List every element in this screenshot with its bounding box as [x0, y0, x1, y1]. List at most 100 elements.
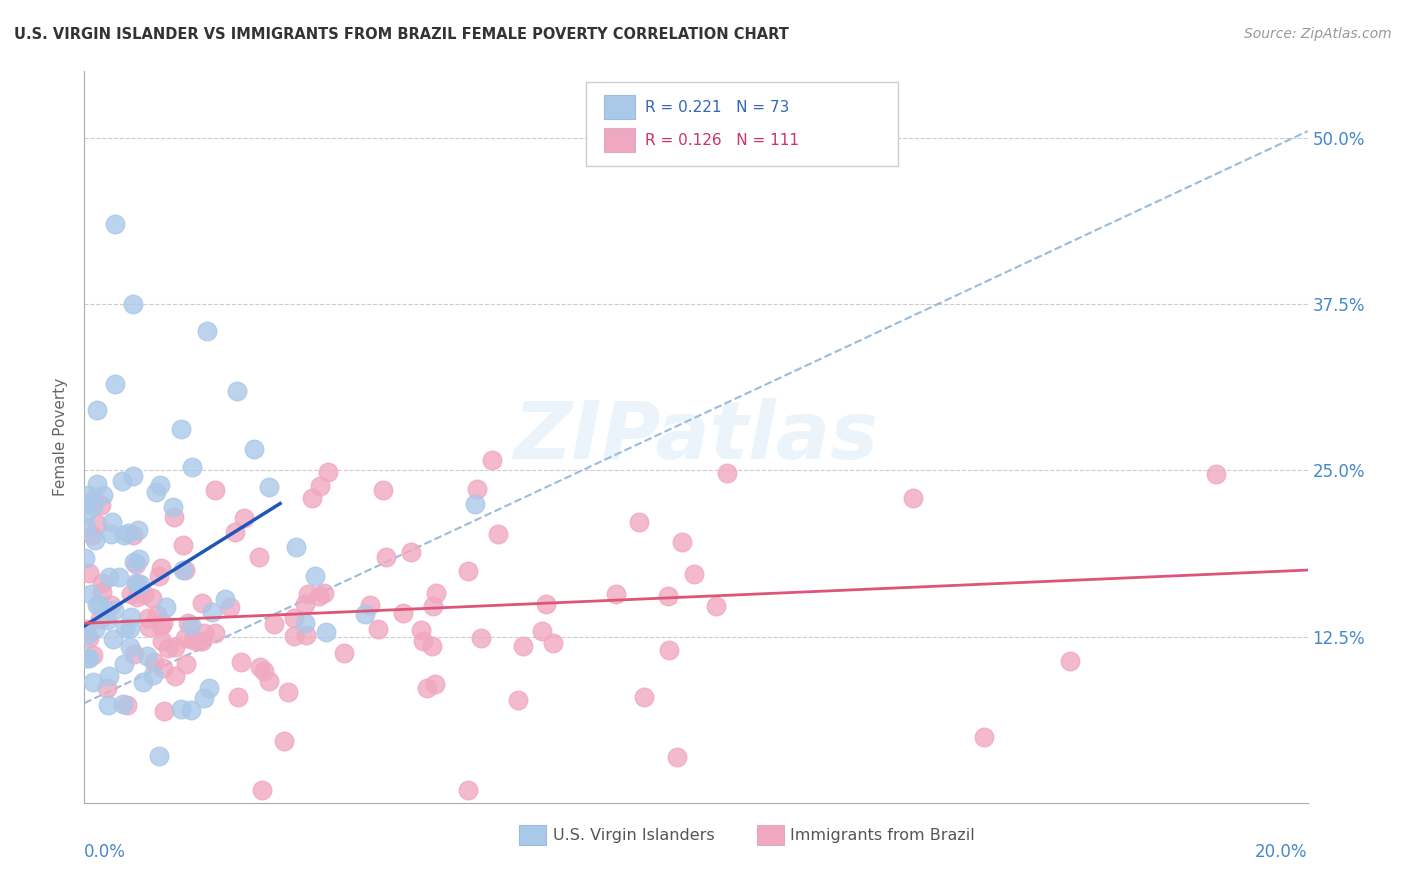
Point — [218, 599, 240, 614]
Point — [277, 685, 299, 699]
Point — [174, 657, 197, 672]
Point — [111, 475, 134, 489]
Point — [77, 488, 100, 502]
Point — [122, 468, 145, 483]
Point — [149, 619, 172, 633]
Point — [148, 569, 170, 583]
Point — [90, 576, 112, 591]
Point — [197, 681, 219, 695]
Point — [683, 566, 706, 581]
Point — [226, 690, 249, 704]
Y-axis label: Female Poverty: Female Poverty — [53, 378, 69, 496]
Point — [111, 697, 134, 711]
Point — [665, 749, 688, 764]
Point — [172, 563, 194, 577]
Text: Immigrants from Brazil: Immigrants from Brazil — [790, 828, 974, 843]
Point — [243, 442, 266, 456]
Text: R = 0.221   N = 73: R = 0.221 N = 73 — [644, 100, 789, 115]
Point — [973, 730, 995, 744]
Point — [180, 460, 202, 475]
Point — [142, 667, 165, 681]
Bar — [605, 95, 636, 119]
Point — [125, 557, 148, 571]
Point — [76, 650, 98, 665]
Point — [716, 466, 738, 480]
Point — [187, 634, 209, 648]
Point — [506, 693, 529, 707]
Point — [257, 480, 280, 494]
Bar — [605, 128, 636, 152]
Point — [173, 631, 195, 645]
Point — [172, 538, 194, 552]
Point — [145, 485, 167, 500]
Point — [86, 598, 108, 612]
Point — [170, 702, 193, 716]
Point — [226, 384, 249, 398]
Text: 0.0%: 0.0% — [84, 843, 127, 861]
Point — [86, 403, 108, 417]
Point — [371, 483, 394, 497]
Point — [150, 561, 173, 575]
Point — [127, 524, 149, 538]
Point — [120, 587, 142, 601]
Point — [294, 616, 316, 631]
Point — [333, 646, 356, 660]
Bar — [519, 825, 546, 846]
Point — [250, 782, 273, 797]
Point — [294, 597, 316, 611]
Point — [180, 618, 202, 632]
Point — [125, 576, 148, 591]
Point — [174, 562, 197, 576]
Point — [90, 585, 112, 599]
Point — [122, 555, 145, 569]
Point — [314, 586, 336, 600]
FancyBboxPatch shape — [586, 82, 898, 167]
Point — [657, 589, 679, 603]
Point — [86, 517, 108, 532]
Point — [249, 660, 271, 674]
Point — [273, 734, 295, 748]
Point — [204, 483, 226, 497]
Point — [115, 698, 138, 712]
Point — [89, 612, 111, 626]
Point — [412, 633, 434, 648]
Point — [87, 597, 110, 611]
Point — [633, 690, 655, 705]
Point — [117, 526, 139, 541]
Point — [148, 749, 170, 764]
Point — [82, 648, 104, 662]
Point — [191, 596, 214, 610]
Point — [86, 477, 108, 491]
Point — [263, 617, 285, 632]
Point — [82, 500, 104, 514]
Point — [512, 639, 534, 653]
Text: ZIPatlas: ZIPatlas — [513, 398, 879, 476]
Point — [107, 570, 129, 584]
Point — [204, 626, 226, 640]
Point — [163, 640, 186, 654]
Point — [315, 625, 337, 640]
Point — [96, 681, 118, 696]
Point — [128, 552, 150, 566]
Point — [121, 528, 143, 542]
Point — [155, 600, 177, 615]
Point — [120, 609, 142, 624]
Point — [120, 621, 142, 635]
Point — [82, 674, 104, 689]
Point — [152, 615, 174, 630]
Point — [98, 570, 121, 584]
Point — [297, 587, 319, 601]
Point — [122, 297, 145, 311]
Point — [247, 549, 270, 564]
Point — [301, 491, 323, 505]
Point — [149, 478, 172, 492]
Point — [401, 545, 423, 559]
Point — [283, 629, 305, 643]
Point — [125, 577, 148, 591]
Point — [76, 622, 98, 636]
Text: R = 0.126   N = 111: R = 0.126 N = 111 — [644, 133, 799, 147]
Point — [112, 528, 135, 542]
Point — [353, 607, 375, 621]
Point — [231, 655, 253, 669]
Text: Source: ZipAtlas.com: Source: ZipAtlas.com — [1244, 27, 1392, 41]
